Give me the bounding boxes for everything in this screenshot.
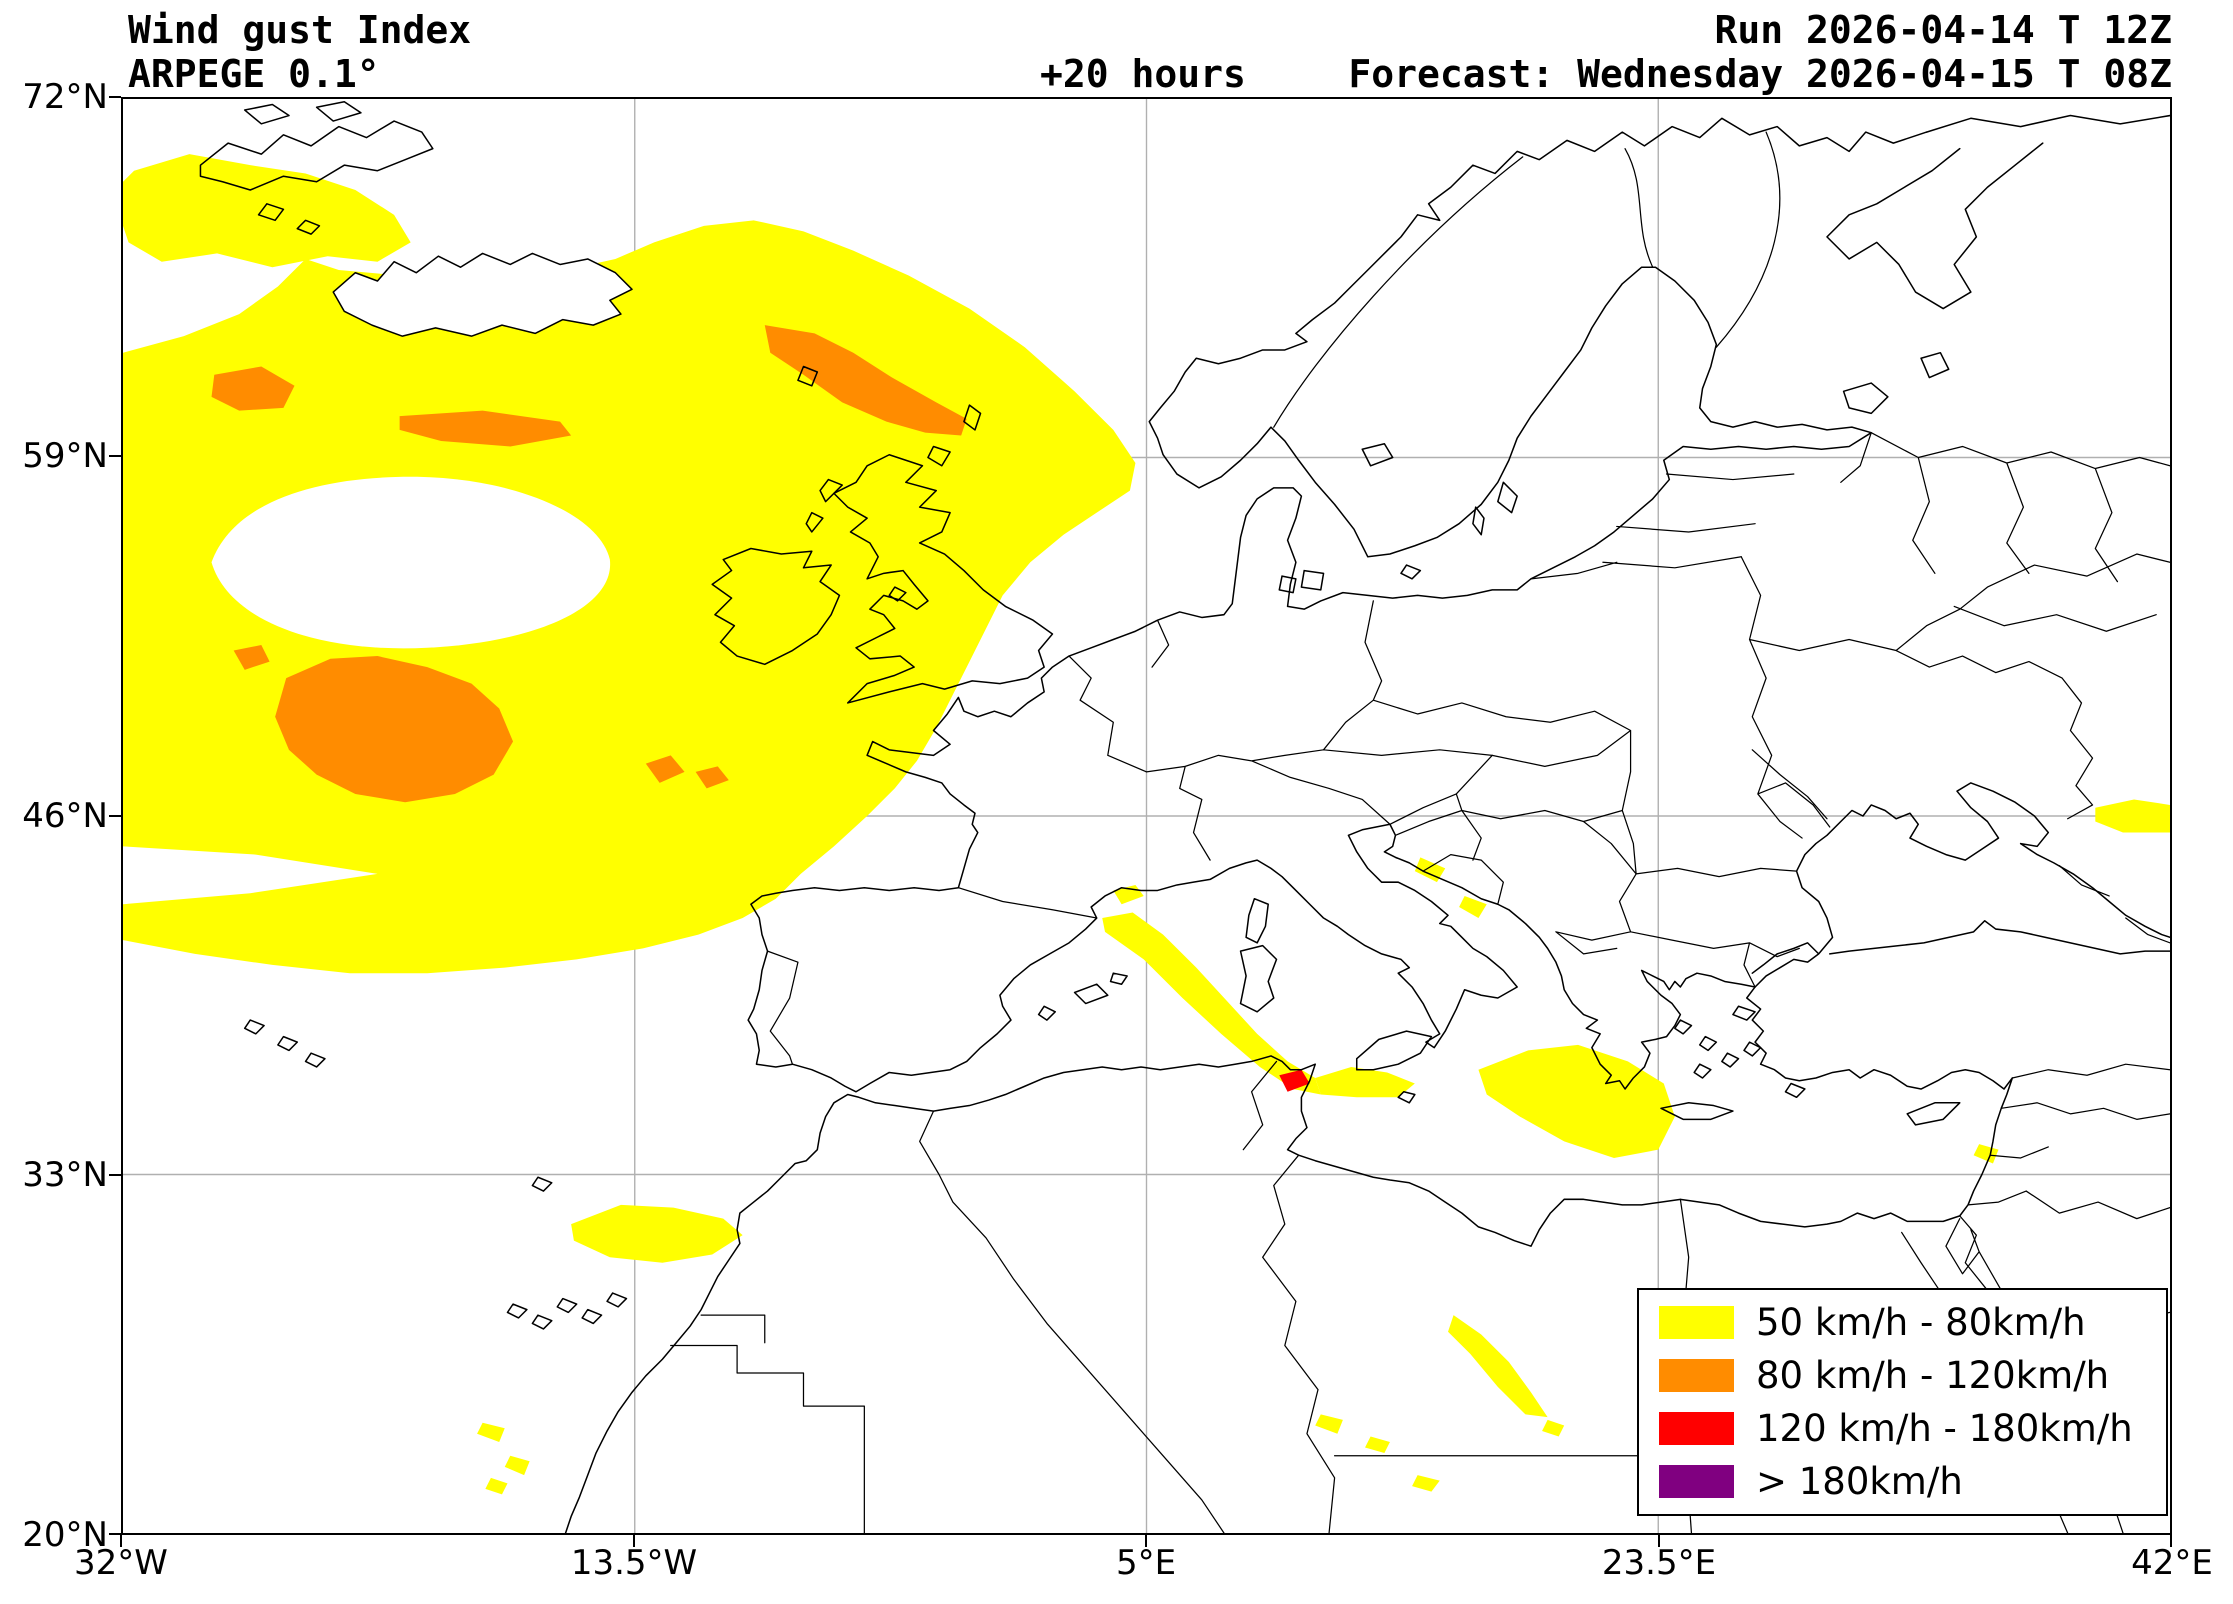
lat-label-33n: 33°N <box>22 1155 108 1195</box>
legend-item-gt-180: > 180km/h <box>1639 1459 2166 1503</box>
model-label: ARPEGE 0.1° <box>128 52 380 96</box>
storm-eye-white-area <box>211 476 611 649</box>
lon-label-23-5e: 23.5°E <box>1601 1543 1717 1583</box>
legend-swatch-purple <box>1659 1465 1734 1498</box>
x-tick <box>633 1535 635 1547</box>
lat-label-72n: 72°N <box>22 77 108 117</box>
y-tick <box>109 1533 121 1535</box>
y-tick <box>109 815 121 817</box>
lat-label-59n: 59°N <box>22 436 108 476</box>
lon-label-13-5w: 13.5°W <box>570 1543 698 1583</box>
lon-label-42e: 42°E <box>2131 1543 2213 1583</box>
legend-item-120-180: 120 km/h - 180km/h <box>1639 1406 2166 1450</box>
x-tick <box>120 1535 122 1547</box>
y-tick <box>109 96 121 98</box>
x-tick <box>1145 1535 1147 1547</box>
legend-item-80-120: 80 km/h - 120km/h <box>1639 1353 2166 1397</box>
lead-time-label: +20 hours <box>1040 52 1246 96</box>
lat-label-46n: 46°N <box>22 796 108 836</box>
y-tick <box>109 455 121 457</box>
map-canvas <box>121 97 2172 1535</box>
forecast-label: Forecast: Wednesday 2026-04-15 T 08Z <box>1348 52 2172 96</box>
page-title: Wind gust Index <box>128 8 472 52</box>
coastlines <box>199 100 2170 1533</box>
legend-swatch-orange <box>1659 1359 1734 1392</box>
lat-label-20n: 20°N <box>22 1515 108 1555</box>
legend: 50 km/h - 80km/h 80 km/h - 120km/h 120 k… <box>1637 1288 2168 1516</box>
run-label: Run 2026-04-14 T 12Z <box>1714 8 2172 52</box>
legend-swatch-red <box>1659 1412 1734 1445</box>
gust-area-120-180 <box>1279 1069 1310 1092</box>
iceland-coastline <box>332 252 633 337</box>
x-tick <box>1658 1535 1660 1547</box>
y-tick <box>109 1174 121 1176</box>
legend-label: > 180km/h <box>1756 1459 1963 1503</box>
weather-map <box>123 99 2170 1533</box>
legend-label: 80 km/h - 120km/h <box>1756 1353 2110 1397</box>
gust-area-80-120 <box>211 325 967 803</box>
lon-label-32w: 32°W <box>74 1543 168 1583</box>
legend-label: 120 km/h - 180km/h <box>1756 1406 2133 1450</box>
legend-label: 50 km/h - 80km/h <box>1756 1300 2086 1344</box>
legend-item-50-80: 50 km/h - 80km/h <box>1639 1300 2166 1344</box>
x-tick <box>2170 1535 2172 1547</box>
lon-label-5e: 5°E <box>1115 1543 1177 1583</box>
legend-swatch-yellow <box>1659 1306 1734 1339</box>
